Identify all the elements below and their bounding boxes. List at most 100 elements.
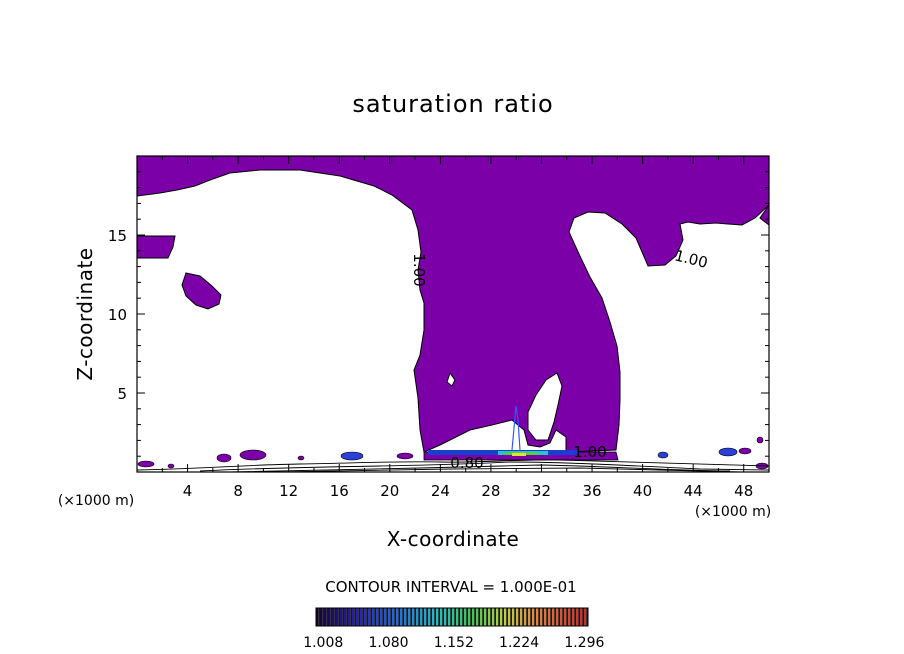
x-unit-label: (×1000 m) bbox=[695, 504, 771, 520]
colorbar-stripe bbox=[320, 608, 323, 626]
colorbar-stripe-gap bbox=[458, 608, 460, 626]
colorbar-stripe bbox=[344, 608, 347, 626]
colorbar-stripe-gap bbox=[554, 608, 556, 626]
x-tick-label: 8 bbox=[233, 482, 243, 500]
colorbar-stripe-gap bbox=[474, 608, 476, 626]
colorbar-tick-label: 1.008 bbox=[303, 635, 343, 651]
colorbar-stripe bbox=[444, 608, 447, 626]
x-tick-label: 16 bbox=[330, 482, 349, 500]
colorbar-stripe bbox=[580, 608, 583, 626]
colorbar-stripe-gap bbox=[386, 608, 388, 626]
colorbar-stripe bbox=[560, 608, 563, 626]
saturated-region-right bbox=[759, 204, 769, 226]
colorbar-stripe-gap bbox=[394, 608, 396, 626]
y-tick-labels: 5 10 15 bbox=[108, 227, 127, 403]
colorbar-stripe bbox=[468, 608, 471, 626]
saturated-region-left-band bbox=[137, 235, 176, 259]
colorbar-stripe bbox=[340, 608, 343, 626]
colorbar-stripe bbox=[516, 608, 519, 626]
colorbar-stripe-gap bbox=[490, 608, 492, 626]
colorbar-stripe bbox=[328, 608, 331, 626]
colorbar-tick-label: 1.224 bbox=[499, 635, 539, 651]
colorbar-stripe-gap bbox=[522, 608, 524, 626]
colorbar-stripe bbox=[316, 608, 319, 626]
colorbar-stripe-gap bbox=[426, 608, 428, 626]
x-tick-label: 20 bbox=[380, 482, 399, 500]
colorbar-stripe bbox=[464, 608, 467, 626]
colorbar-stripe bbox=[352, 608, 355, 626]
colorbar-stripe-gap bbox=[446, 608, 448, 626]
colorbar-stripe-gap bbox=[562, 608, 564, 626]
colorbar: 1.008 1.080 1.152 1.224 1.296 bbox=[303, 607, 604, 651]
colorbar-stripe bbox=[504, 608, 507, 626]
x-tick-label: 24 bbox=[431, 482, 450, 500]
colorbar-stripe bbox=[476, 608, 479, 626]
colorbar-tick-label: 1.152 bbox=[434, 635, 474, 651]
colorbar-stripe-gap bbox=[326, 608, 328, 626]
colorbar-stripe-gap bbox=[450, 608, 452, 626]
colorbar-stripe-gap bbox=[382, 608, 384, 626]
colorbar-stripe bbox=[392, 608, 395, 626]
colorbar-stripe-gap bbox=[550, 608, 552, 626]
y-tick-label: 10 bbox=[108, 306, 127, 324]
y-axis-label: Z-coordinate bbox=[73, 247, 97, 380]
saturated-region-blob bbox=[181, 272, 222, 310]
x-tick-label: 44 bbox=[684, 482, 703, 500]
colorbar-stripe-gap bbox=[414, 608, 416, 626]
colorbar-stripe-gap bbox=[334, 608, 336, 626]
colorbar-stripe-gap bbox=[454, 608, 456, 626]
colorbar-stripe bbox=[568, 608, 571, 626]
y-tick-marks bbox=[137, 171, 769, 457]
colorbar-stripe bbox=[536, 608, 539, 626]
colorbar-stripe-gap bbox=[358, 608, 360, 626]
colorbar-stripe bbox=[448, 608, 451, 626]
clear-hole-lower bbox=[527, 372, 563, 441]
colorbar-stripe-gap bbox=[374, 608, 376, 626]
clear-hole-small bbox=[446, 371, 456, 387]
colorbar-stripe-gap bbox=[418, 608, 420, 626]
contour-label-4: 0.80 bbox=[450, 454, 483, 472]
colorbar-stripe bbox=[508, 608, 511, 626]
x-axis-label: X-coordinate bbox=[387, 527, 520, 551]
colorbar-stripe-gap bbox=[534, 608, 536, 626]
colorbar-stripe bbox=[472, 608, 475, 626]
colorbar-stripe-gap bbox=[366, 608, 368, 626]
colorbar-stripe-gap bbox=[442, 608, 444, 626]
contour-label-1: 1.00 bbox=[410, 253, 428, 286]
colorbar-stripe bbox=[564, 608, 567, 626]
colorbar-frame bbox=[315, 607, 589, 627]
colorbar-stripe bbox=[552, 608, 555, 626]
colorbar-stripe bbox=[528, 608, 531, 626]
colorbar-stripe bbox=[324, 608, 327, 626]
colorbar-stripe-gap bbox=[362, 608, 364, 626]
colorbar-stripe-gap bbox=[518, 608, 520, 626]
saturated-region-main bbox=[137, 156, 769, 453]
colorbar-stripe-gap bbox=[398, 608, 400, 626]
colorbar-stripe-gap bbox=[466, 608, 468, 626]
colorbar-stripe bbox=[488, 608, 491, 626]
plot-area: 1.00 1.00 1.00 0.80 4 8 12 16 20 24 28 32 36 40 44… bbox=[108, 155, 770, 500]
colorbar-stripe bbox=[404, 608, 407, 626]
colorbar-stripe-gap bbox=[342, 608, 344, 626]
colorbar-stripe bbox=[356, 608, 359, 626]
colorbar-stripe bbox=[364, 608, 367, 626]
colorbar-stripe bbox=[440, 608, 443, 626]
x-tick-label: 40 bbox=[633, 482, 652, 500]
y-unit-label: (×1000 m) bbox=[58, 493, 134, 509]
colorbar-stripe-gap bbox=[330, 608, 332, 626]
colorbar-stripe bbox=[416, 608, 419, 626]
colorbar-stripe bbox=[456, 608, 459, 626]
colorbar-stripe bbox=[372, 608, 375, 626]
colorbar-stripe-gap bbox=[350, 608, 352, 626]
colorbar-stripe-gap bbox=[570, 608, 572, 626]
colorbar-stripe bbox=[380, 608, 383, 626]
colorbar-stripe bbox=[388, 608, 391, 626]
y-tick-label: 15 bbox=[108, 227, 127, 245]
colorbar-stripe-gap bbox=[470, 608, 472, 626]
colorbar-stripe bbox=[492, 608, 495, 626]
x-tick-label: 28 bbox=[481, 482, 500, 500]
colorbar-stripe bbox=[420, 608, 423, 626]
colorbar-stripe-gap bbox=[354, 608, 356, 626]
x-tick-marks bbox=[161, 156, 745, 472]
